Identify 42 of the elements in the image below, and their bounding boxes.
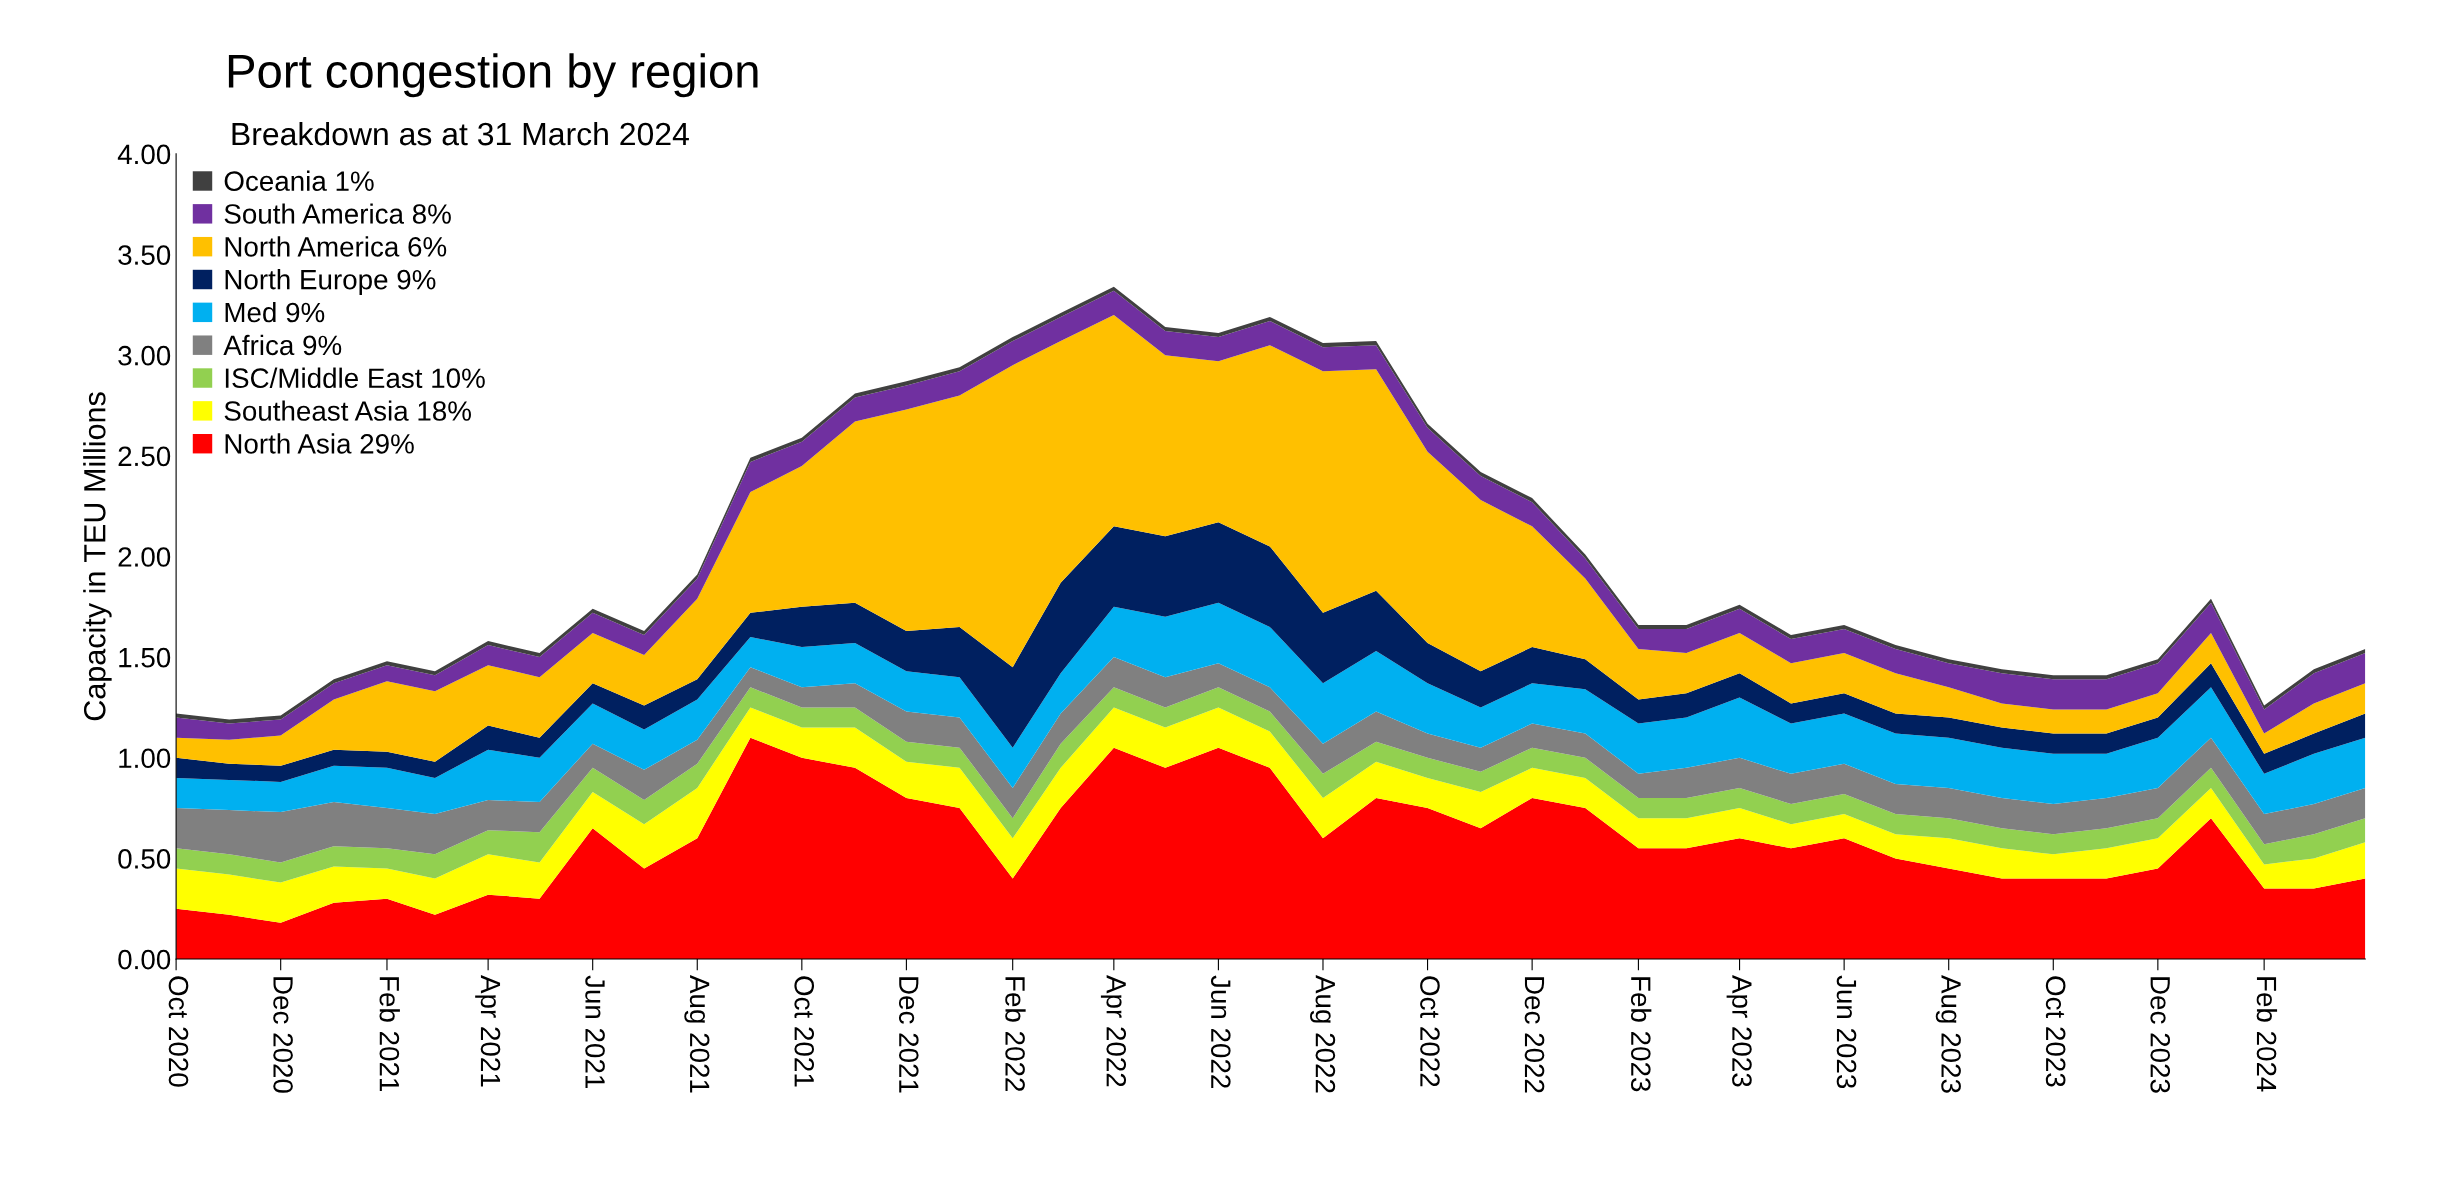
legend-label: Southeast Asia 18%	[224, 400, 471, 421]
y-tick-label: 1.00	[119, 748, 171, 769]
x-tick-label: Aug 2021	[684, 975, 710, 1093]
x-tick-label: Oct 2021	[794, 976, 815, 1087]
x-tick-label: Apr 2022	[1100, 975, 1127, 1087]
y-tick-label: 2.50	[118, 446, 171, 467]
y-tick-label: 3.00	[118, 345, 171, 366]
x-tick-label: Dec 2022	[1524, 977, 1545, 1093]
x-tick-label: Dec 2020	[273, 977, 293, 1093]
y-tick-label: 4.00	[117, 144, 171, 165]
y-tick-label: 0.00	[118, 949, 171, 970]
chart-title: Port congestion by region	[228, 53, 758, 98]
x-tick-label: Feb 2023	[1630, 977, 1652, 1092]
x-tick-label: Apr 2021	[475, 975, 501, 1087]
x-tick-label: Dec 2021	[898, 977, 919, 1093]
y-tick-label: 1.50	[119, 647, 171, 668]
x-tick-label: Aug 2023	[1935, 975, 1961, 1093]
legend-label: Oceania 1%	[224, 170, 374, 191]
x-tick-label: Feb 2022	[1005, 977, 1026, 1091]
x-tick-label: Dec 2023	[2150, 977, 2171, 1093]
y-axis-title: Capacity in TEU Millions	[83, 392, 112, 721]
legend-label: North Europe 9%	[225, 269, 436, 295]
x-tick-label: Oct 2022	[1420, 976, 1440, 1087]
legend-label: Med 9%	[225, 301, 325, 323]
legend-label: South America 8%	[224, 203, 451, 224]
y-tick-label: 3.50	[118, 245, 171, 265]
legend-label: Africa 9%	[223, 334, 342, 356]
legend-label: ISC/Middle East 10%	[225, 367, 485, 389]
x-tick-label: Apr 2023	[1726, 975, 1752, 1087]
x-tick-label: Oct 2023	[2045, 976, 2066, 1087]
x-tick-label: Jun 2023	[1836, 975, 1857, 1089]
x-tick-label: Jun 2022	[1210, 975, 1231, 1088]
legend-label: North America 6%	[225, 236, 447, 257]
x-tick-label: Feb 2021	[379, 977, 400, 1092]
x-tick-label: Jun 2021	[585, 975, 605, 1088]
chart-subtitle: Breakdown as at 31 March 2024	[232, 121, 689, 146]
legend-label: North Asia 29%	[225, 433, 414, 454]
y-tick-label: 0.50	[118, 849, 171, 869]
x-tick-label: Oct 2020	[168, 976, 189, 1087]
x-tick-label: Aug 2022	[1310, 975, 1336, 1093]
y-tick-label: 2.00	[118, 547, 171, 567]
x-tick-label: Feb 2024	[2256, 977, 2278, 1092]
